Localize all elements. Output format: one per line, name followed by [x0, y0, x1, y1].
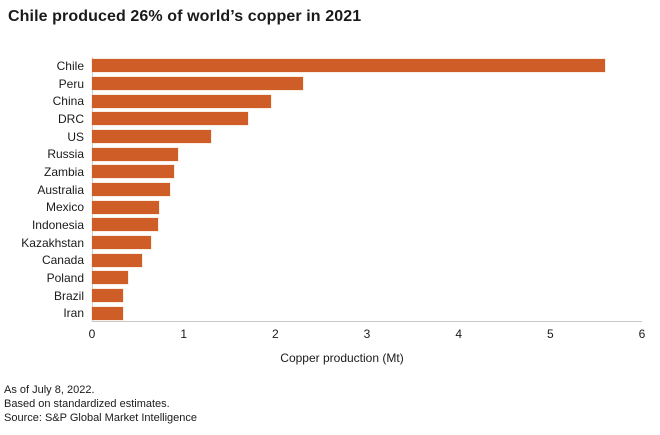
category-label: China	[52, 94, 84, 109]
bar	[92, 289, 124, 303]
bar	[92, 236, 151, 250]
category-label: Iran	[63, 306, 84, 321]
bar	[92, 147, 179, 161]
bar-row: DRC	[0, 110, 642, 128]
x-tick-label: 2	[271, 327, 279, 341]
bar-track	[92, 112, 642, 126]
bar-row: Zambia	[0, 163, 642, 181]
footnote-line: Source: S&P Global Market Intelligence	[4, 412, 198, 424]
footnote-line: As of July 8, 2022.	[4, 384, 95, 396]
bar-row: US	[0, 128, 642, 146]
x-tick-label: 6	[638, 327, 646, 341]
category-label: Indonesia	[31, 217, 84, 232]
bar-track	[92, 236, 642, 250]
bar-row: Mexico	[0, 198, 642, 216]
bar-track	[92, 147, 642, 161]
category-label: Poland	[46, 270, 84, 285]
x-tick-label: 5	[546, 327, 554, 341]
bar	[92, 94, 271, 108]
footnote-line: Based on standardized estimates.	[4, 398, 170, 410]
bar-track	[92, 289, 642, 303]
footnotes: As of July 8, 2022. Based on standardized…	[4, 383, 197, 425]
bar-track	[92, 77, 642, 90]
bar-row: Indonesia	[0, 216, 642, 234]
bar	[92, 306, 124, 320]
bar-track	[92, 218, 642, 232]
bar	[92, 271, 128, 285]
category-label: Russia	[47, 147, 84, 162]
bar-row: Chile	[0, 57, 642, 75]
bar	[92, 200, 159, 214]
category-label: Kazakhstan	[21, 235, 84, 250]
bar-row: Peru	[0, 75, 642, 93]
category-label: Chile	[56, 58, 84, 73]
bar-row: Russia	[0, 145, 642, 163]
bar	[92, 112, 248, 126]
category-label: DRC	[58, 111, 84, 126]
bar	[92, 130, 212, 144]
bar	[92, 183, 170, 197]
x-axis-tick-labels: 0 1 2 3 4 5 6	[88, 327, 646, 341]
category-label: Brazil	[53, 288, 84, 303]
category-label: Australia	[37, 182, 84, 197]
category-label: Mexico	[45, 200, 84, 215]
x-axis-label: Copper production (Mt)	[280, 351, 404, 365]
category-label: Zambia	[43, 164, 84, 179]
x-tick-label: 1	[180, 327, 187, 341]
bar-track	[92, 253, 642, 267]
x-tick-label: 3	[363, 327, 371, 341]
bar-track	[92, 94, 642, 108]
category-label: Canada	[41, 253, 84, 268]
chart-title: Chile produced 26% of world’s copper in …	[8, 8, 362, 25]
bar-row: Poland	[0, 269, 642, 287]
bar	[92, 253, 143, 267]
x-tick-label: 0	[88, 327, 96, 341]
category-label: US	[67, 129, 84, 144]
bar	[92, 77, 303, 90]
bar-track	[92, 306, 642, 320]
bar	[92, 59, 606, 73]
bar-track	[92, 271, 642, 285]
bar-row: China	[0, 92, 642, 110]
bar-track	[92, 59, 642, 73]
bar	[92, 218, 158, 232]
bar-track	[92, 165, 642, 179]
bar-row: Australia	[0, 181, 642, 199]
bar-row: Iran	[0, 304, 642, 322]
bar-track	[92, 200, 642, 214]
bar-row: Kazakhstan	[0, 234, 642, 252]
bar-track	[92, 130, 642, 144]
bar-row: Brazil	[0, 287, 642, 305]
bar-rows-container: Chile Peru China DRC US Russia Zambia Australia…	[0, 57, 642, 322]
x-tick-label: 4	[455, 327, 462, 341]
bar-track	[92, 183, 642, 197]
bar	[92, 165, 174, 179]
bar-row: Canada	[0, 251, 642, 269]
category-label: Peru	[58, 76, 84, 91]
